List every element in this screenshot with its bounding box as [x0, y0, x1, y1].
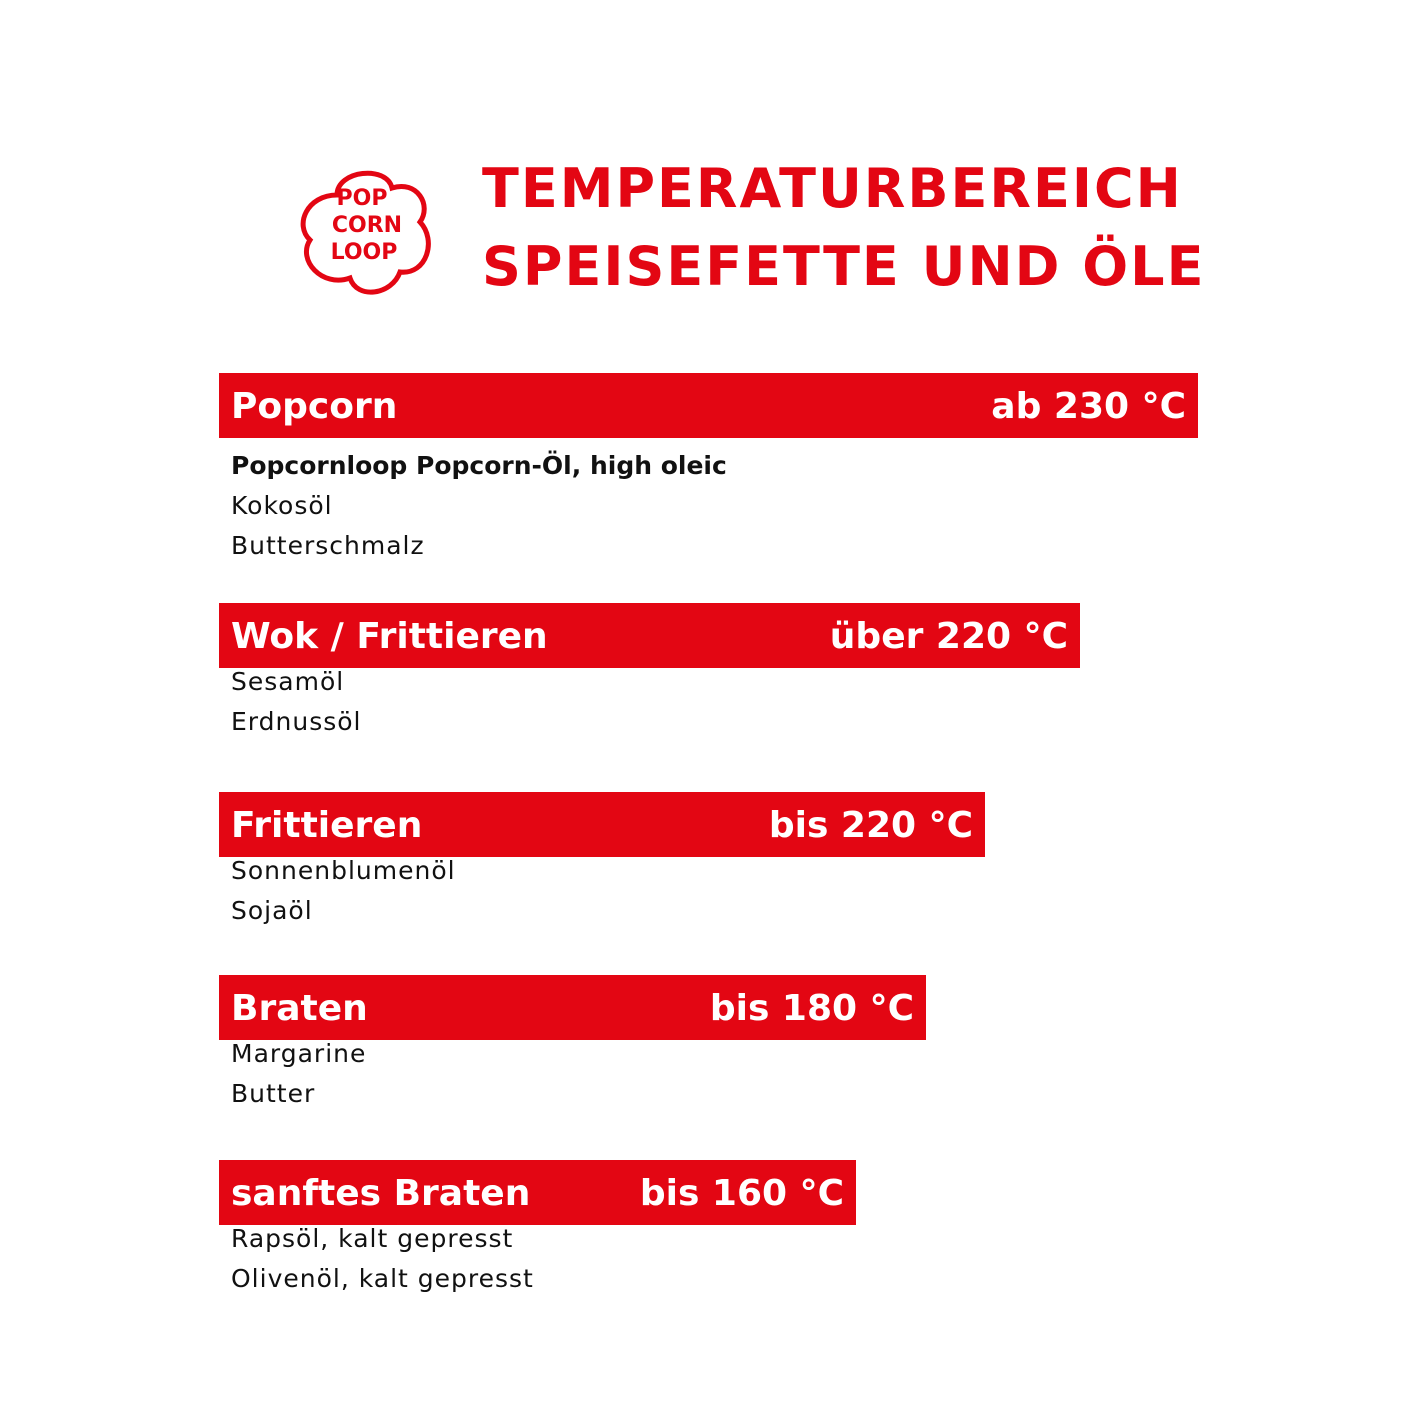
section-bar: Wok / Frittieren über 220 °C	[219, 603, 1080, 668]
section-bar: sanftes Braten bis 160 °C	[219, 1160, 856, 1225]
logo-text: CORN	[332, 213, 402, 238]
oil-item: Margarine	[231, 1039, 367, 1068]
logo: POP CORN LOOP	[300, 170, 431, 295]
oil-item: Sonnenblumenöl	[231, 856, 456, 885]
oil-item: Olivenöl, kalt gepresst	[231, 1264, 534, 1293]
section-bar: Popcorn ab 230 °C	[219, 373, 1198, 438]
oil-item: Sojaöl	[231, 896, 313, 925]
title-line: SPEISEFETTE UND ÖLE	[482, 235, 1206, 298]
section-temperature: bis 180 °C	[709, 988, 914, 1029]
section-label: Frittieren	[231, 805, 423, 846]
oil-item: Kokosöl	[231, 491, 333, 520]
oil-item: Butterschmalz	[231, 531, 425, 560]
section-label: Popcorn	[231, 386, 398, 427]
section-label: Braten	[231, 988, 368, 1029]
section-temperature: bis 220 °C	[768, 805, 973, 846]
logo-text: LOOP	[331, 240, 398, 265]
oil-item: Erdnussöl	[231, 707, 362, 736]
oil-item: Popcornloop Popcorn-Öl, high oleic	[231, 451, 727, 480]
section-bar: Frittieren bis 220 °C	[219, 792, 985, 857]
section-temperature: ab 230 °C	[991, 386, 1186, 427]
logo-cloud	[300, 170, 431, 295]
section-temperature: bis 160 °C	[639, 1173, 844, 1214]
logo-text: POP	[337, 186, 388, 211]
oil-item: Sesamöl	[231, 667, 345, 696]
section-bar: Braten bis 180 °C	[219, 975, 926, 1040]
title-line: TEMPERATURBEREICH	[482, 157, 1183, 220]
section-label: sanftes Braten	[231, 1173, 531, 1214]
oil-item: Butter	[231, 1079, 316, 1108]
oil-item: Rapsöl, kalt gepresst	[231, 1224, 514, 1253]
section-label: Wok / Frittieren	[231, 616, 548, 657]
section-temperature: über 220 °C	[829, 616, 1068, 657]
